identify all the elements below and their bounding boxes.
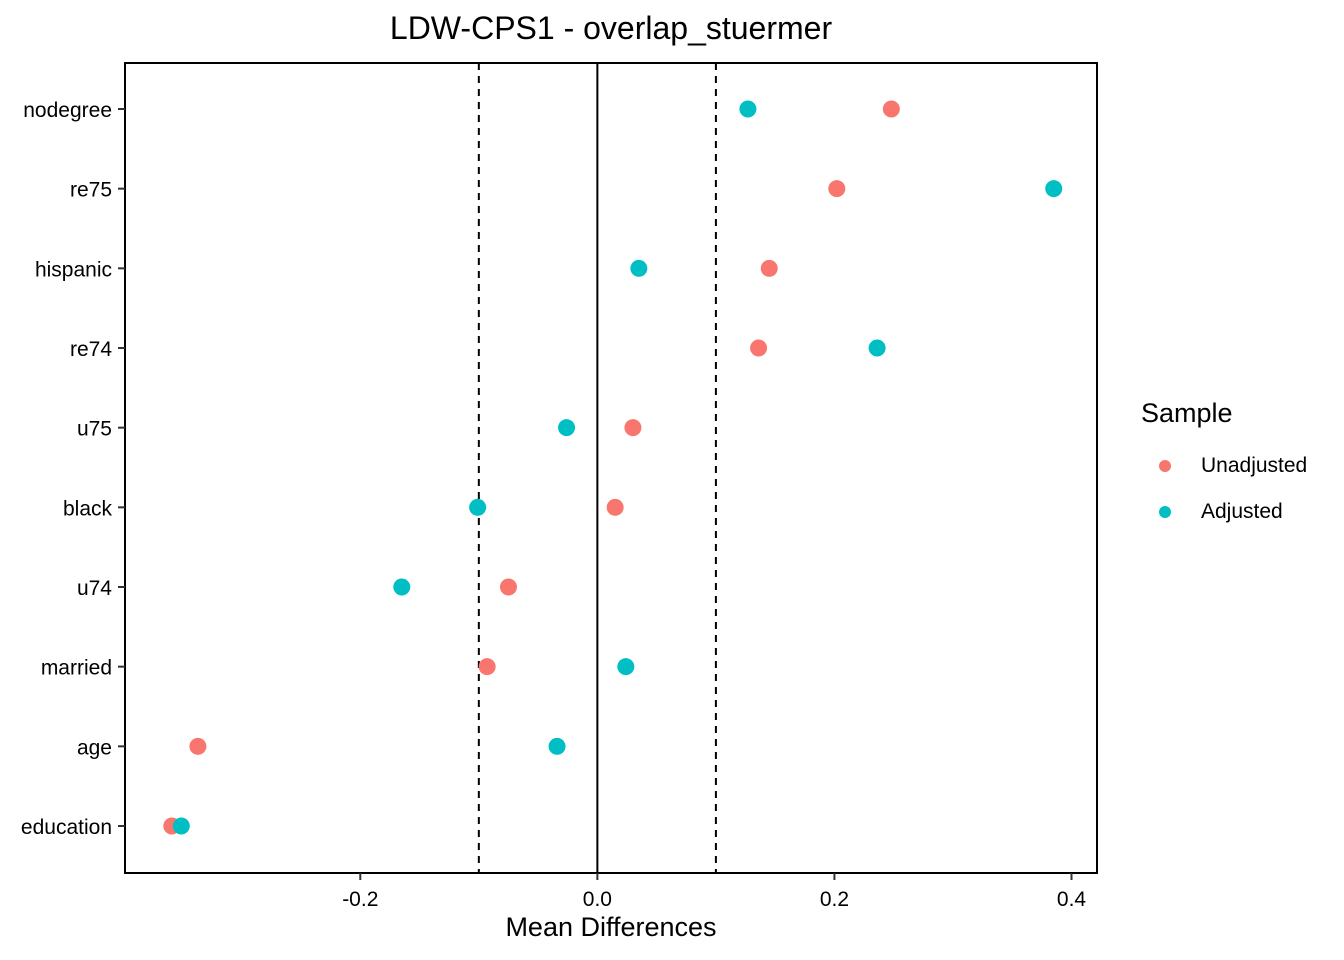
legend-key-adjusted xyxy=(1159,506,1171,518)
point-unadjusted-u75 xyxy=(624,419,642,437)
y-tick-label-u75: u75 xyxy=(77,418,112,441)
legend-item-unadjusted: Unadjusted xyxy=(1141,443,1307,489)
point-unadjusted-hispanic xyxy=(760,259,778,277)
legend-label-unadjusted: Unadjusted xyxy=(1201,454,1308,477)
x-tick-label: 0.0 xyxy=(583,888,612,911)
x-tick-label: 0.2 xyxy=(820,888,849,911)
legend-key-unadjusted xyxy=(1159,460,1171,472)
point-adjusted-nodegree xyxy=(739,100,757,118)
y-tick-label-re74: re74 xyxy=(70,338,112,361)
point-adjusted-age xyxy=(548,737,566,755)
point-adjusted-re75 xyxy=(1045,180,1063,198)
y-tick-label-black: black xyxy=(63,497,113,520)
y-tick-label-u74: u74 xyxy=(77,577,112,600)
legend: Sample Unadjusted Adjusted xyxy=(1141,398,1307,535)
point-unadjusted-re74 xyxy=(750,339,768,357)
y-tick-label-age: age xyxy=(77,736,112,759)
point-unadjusted-u74 xyxy=(499,578,517,596)
point-adjusted-married xyxy=(617,658,635,676)
plot-panel xyxy=(124,62,1098,874)
point-unadjusted-nodegree xyxy=(882,100,900,118)
point-unadjusted-married xyxy=(478,658,496,676)
legend-title: Sample xyxy=(1141,398,1233,428)
y-tick-label-hispanic: hispanic xyxy=(35,258,112,281)
x-tick-label: 0.4 xyxy=(1057,888,1087,911)
point-adjusted-re74 xyxy=(868,339,886,357)
x-axis-label: Mean Differences xyxy=(505,912,717,942)
legend-label-adjusted: Adjusted xyxy=(1201,500,1283,523)
point-unadjusted-black xyxy=(606,498,624,516)
y-tick-label-re75: re75 xyxy=(70,179,112,202)
y-tick-label-education: education xyxy=(21,816,112,839)
point-adjusted-hispanic xyxy=(630,259,648,277)
y-tick-label-married: married xyxy=(41,657,112,680)
point-adjusted-education xyxy=(172,817,190,835)
y-tick-label-nodegree: nodegree xyxy=(23,99,112,122)
legend-item-adjusted: Adjusted xyxy=(1141,489,1307,535)
point-unadjusted-re75 xyxy=(828,180,846,198)
point-adjusted-u74 xyxy=(393,578,411,596)
chart-title: LDW-CPS1 - overlap_stuermer xyxy=(389,10,833,46)
point-adjusted-u75 xyxy=(558,419,576,437)
point-adjusted-black xyxy=(469,498,487,516)
x-tick-label: -0.2 xyxy=(342,888,378,911)
point-unadjusted-age xyxy=(189,737,207,755)
